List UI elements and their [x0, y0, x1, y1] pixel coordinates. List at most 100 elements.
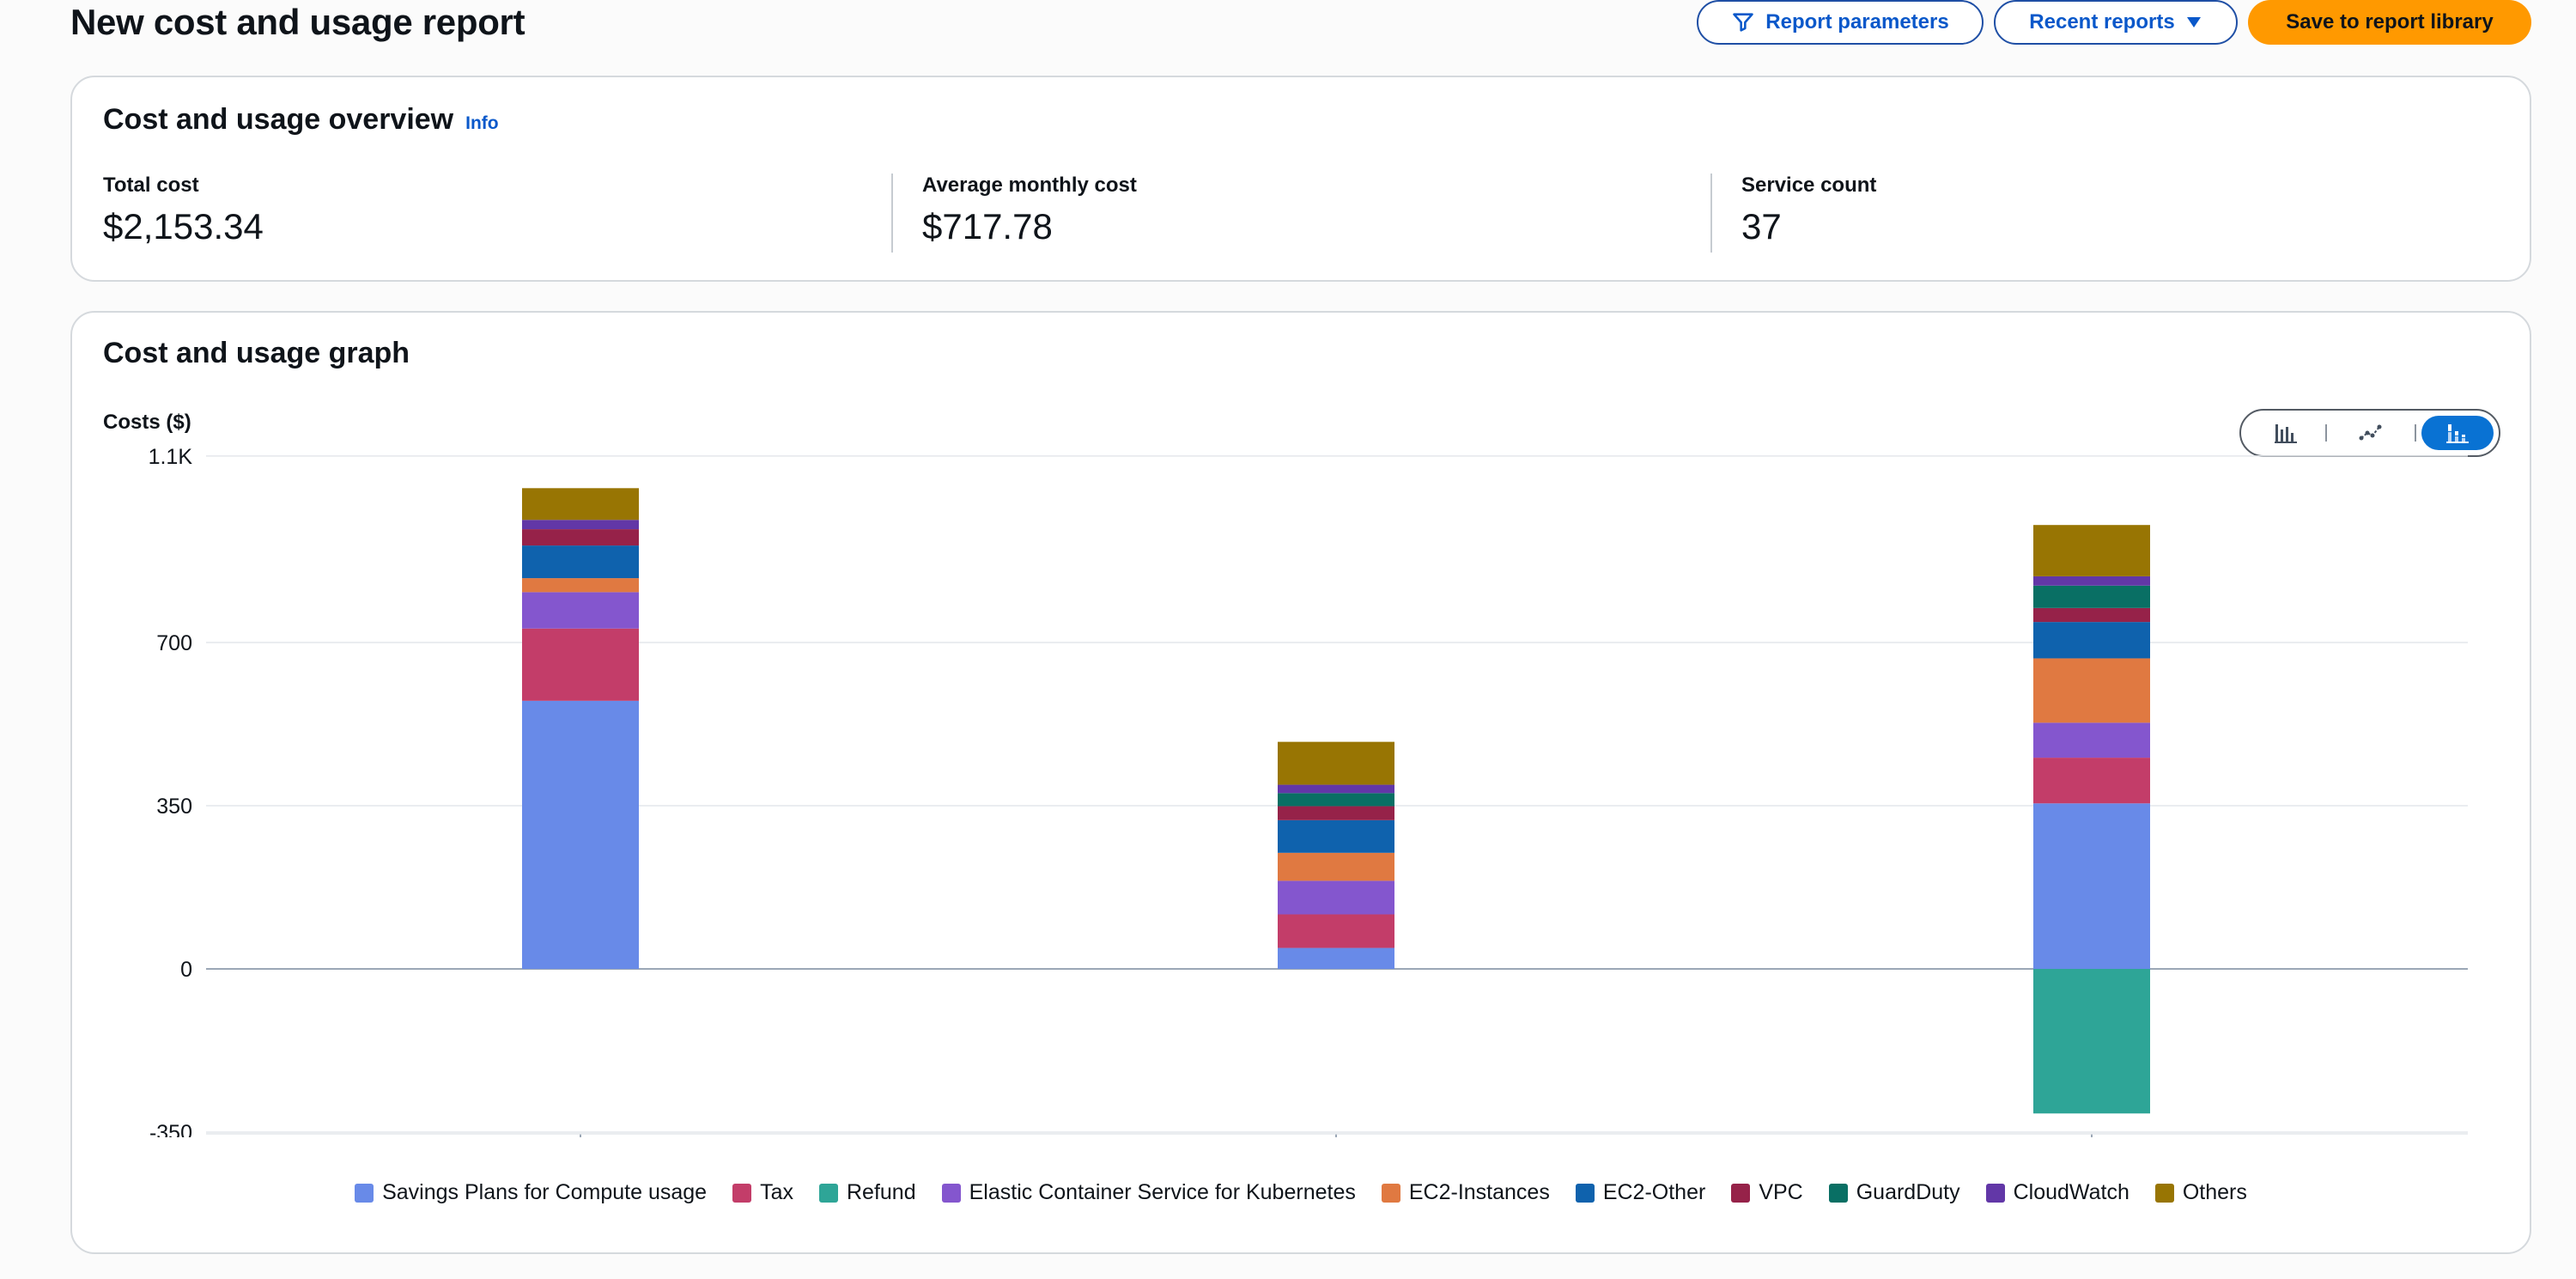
legend-label: Savings Plans for Compute usage [382, 1180, 708, 1204]
bar-segment [2033, 622, 2150, 659]
graph-title: Cost and usage graph [103, 337, 410, 369]
bar-segment [1278, 806, 1394, 820]
legend-swatch [1381, 1183, 1400, 1203]
y-tick-label: 1.1K [149, 445, 193, 469]
bar-segment [2033, 576, 2150, 586]
stacked-bar-chart-option[interactable] [2421, 416, 2494, 450]
line-chart-icon [2359, 424, 2382, 441]
legend-label: Elastic Container Service for Kubernetes [969, 1180, 1356, 1204]
bar-segment [1278, 914, 1394, 948]
legend-item[interactable]: GuardDuty [1828, 1180, 1960, 1205]
save-to-report-library-label: Save to report library [2286, 10, 2494, 33]
metric-service-count: Service count 37 [1741, 174, 1876, 247]
bar-segment [2033, 803, 2150, 969]
legend-label: Refund [847, 1180, 916, 1204]
legend-label: CloudWatch [2013, 1180, 2129, 1204]
metric-value: $717.78 [922, 206, 1053, 247]
save-to-report-library-button[interactable]: Save to report library [2248, 0, 2531, 45]
legend-swatch [1828, 1183, 1848, 1203]
page-title: New cost and usage report [70, 2, 526, 42]
y-tick-label: 350 [156, 795, 192, 819]
bar-segment [522, 545, 639, 579]
chart-legend: Savings Plans for Compute usage Tax Refund… [72, 1180, 2530, 1205]
bar-chart-icon [2275, 424, 2297, 443]
recent-reports-button[interactable]: Recent reports [1994, 0, 2238, 45]
overview-title: Cost and usage overview Info [103, 103, 499, 137]
legend-item[interactable]: Refund [819, 1180, 916, 1205]
legend-item[interactable]: EC2-Other [1575, 1180, 1706, 1205]
report-parameters-button[interactable]: Report parameters [1697, 0, 1984, 45]
legend-item[interactable]: VPC [1731, 1180, 1803, 1205]
bar-segment [2033, 585, 2150, 608]
cost-graph-card: Cost and usage graph Costs ($) [70, 311, 2531, 1254]
bar-segment [2033, 525, 2150, 576]
info-link[interactable]: Info [465, 113, 499, 133]
legend-swatch [819, 1183, 838, 1203]
metric-total-cost: Total cost $2,153.34 [103, 174, 264, 247]
bar-segment [2033, 658, 2150, 723]
metric-divider [1710, 174, 1712, 253]
legend-item[interactable]: CloudWatch [1985, 1180, 2129, 1205]
bar-segment [522, 700, 639, 969]
legend-item[interactable]: EC2-Instances [1381, 1180, 1550, 1205]
y-tick-label: 0 [180, 958, 192, 982]
bar-segment [522, 488, 639, 521]
bar-segment [2033, 607, 2150, 623]
bar-segment [522, 628, 639, 701]
bar-chart-option[interactable] [2250, 416, 2322, 450]
metric-label: Service count [1741, 174, 1877, 197]
legend-label: EC2-Other [1602, 1180, 1706, 1204]
overview-title-text: Cost and usage overview [103, 103, 454, 136]
y-axis-label: Costs ($) [103, 411, 191, 434]
metric-average-monthly-cost: Average monthly cost $717.78 [922, 174, 1137, 247]
bar-segment [1278, 741, 1394, 785]
metric-label: Average monthly cost [922, 174, 1137, 197]
y-tick-label: 700 [156, 631, 192, 655]
bar-segment [1278, 852, 1394, 881]
legend-item[interactable]: Elastic Container Service for Kubernetes [941, 1180, 1356, 1205]
legend-swatch [355, 1183, 374, 1203]
line-chart-option[interactable] [2336, 416, 2408, 450]
legend-item[interactable]: Tax [732, 1180, 793, 1205]
bar-segment [522, 592, 639, 629]
bar-segment [2033, 758, 2150, 804]
bar-segment [522, 529, 639, 546]
legend-swatch [1731, 1183, 1751, 1203]
bar-segment [1278, 793, 1394, 807]
caret-down-icon [2186, 17, 2201, 27]
legend-label: Others [2182, 1180, 2247, 1204]
page-header: New cost and usage report Report paramet… [70, 0, 2531, 48]
recent-reports-label: Recent reports [2029, 10, 2175, 33]
legend-swatch [732, 1183, 752, 1203]
y-tick-label: -350 [149, 1121, 192, 1137]
metric-value: $2,153.34 [103, 206, 264, 247]
legend-swatch [1575, 1183, 1595, 1203]
cost-overview-card: Cost and usage overview Info Total cost $… [70, 76, 2531, 282]
metric-value: 37 [1741, 206, 1782, 247]
legend-swatch [2154, 1183, 2174, 1203]
legend-label: VPC [1759, 1180, 1803, 1204]
legend-swatch [941, 1183, 961, 1203]
filter-icon [1733, 13, 1754, 32]
bar-segment [1278, 784, 1394, 794]
legend-swatch [1985, 1183, 2005, 1203]
legend-item[interactable]: Savings Plans for Compute usage [355, 1180, 707, 1205]
toggle-separator [2325, 424, 2327, 442]
legend-label: Tax [760, 1180, 793, 1204]
bar-segment [2033, 722, 2150, 758]
metric-label: Total cost [103, 174, 199, 197]
bar-segment [522, 520, 639, 530]
toggle-separator [2415, 424, 2416, 442]
legend-label: GuardDuty [1856, 1180, 1960, 1204]
report-parameters-label: Report parameters [1765, 10, 1949, 33]
bar-segment [1278, 947, 1394, 969]
bar-segment [1278, 819, 1394, 853]
bar-segment [2033, 969, 2150, 1114]
stacked-bar-chart-icon [2446, 424, 2469, 443]
metric-divider [891, 174, 893, 253]
bar-segment [1278, 880, 1394, 915]
legend-label: EC2-Instances [1408, 1180, 1550, 1204]
legend-item[interactable]: Others [2154, 1180, 2247, 1205]
bar-segment [522, 578, 639, 593]
